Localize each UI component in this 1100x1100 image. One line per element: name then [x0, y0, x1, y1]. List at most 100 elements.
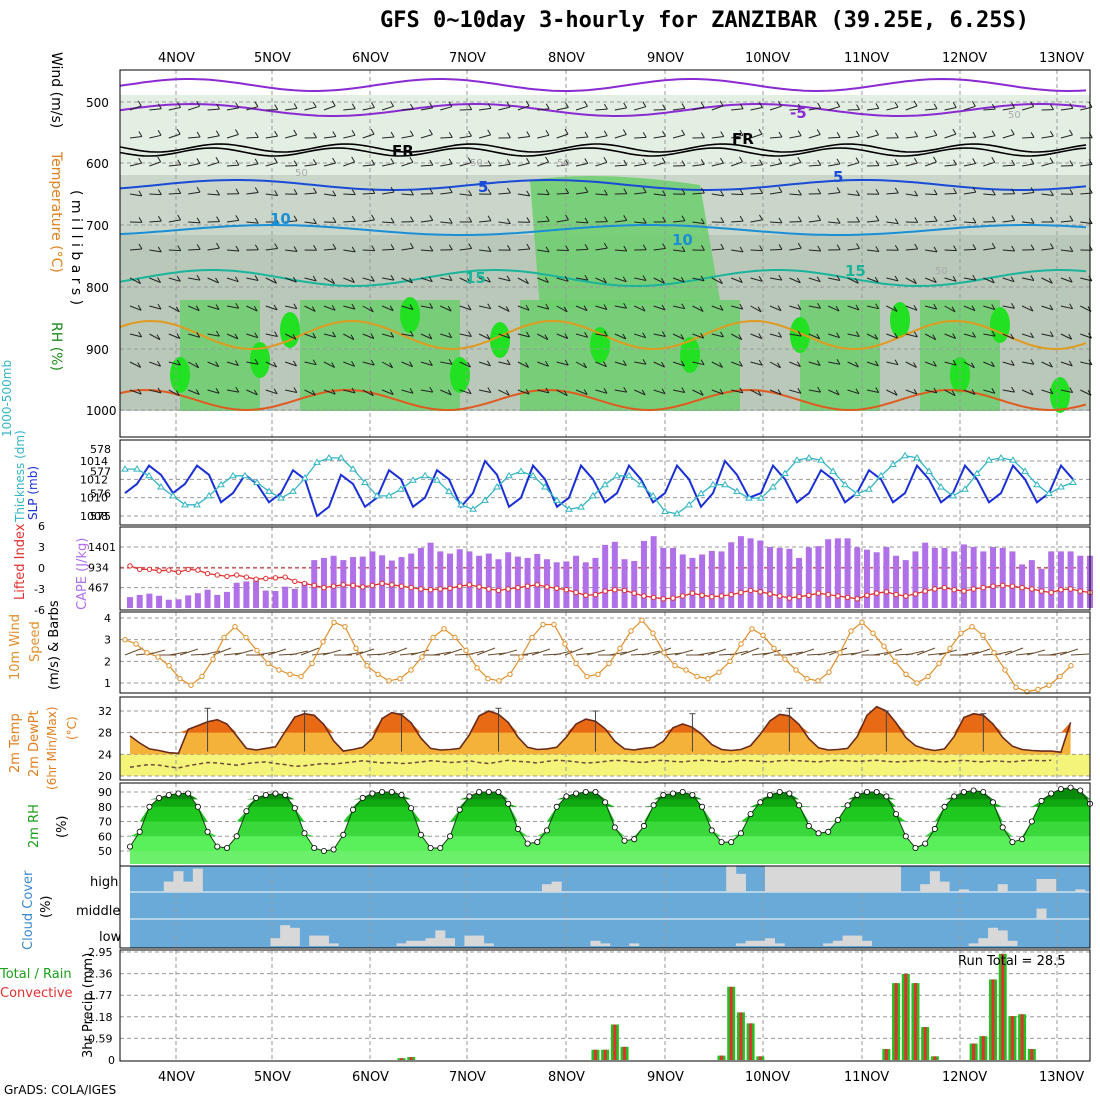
wind-barb: [808, 134, 821, 139]
thickness-point: [361, 478, 369, 485]
wind-barb: [634, 192, 647, 195]
wind-barb-flag: [933, 103, 938, 110]
wind-barb: [634, 361, 647, 365]
y-axis-label: 2m DewPt: [27, 710, 42, 777]
wind-barb: [343, 249, 356, 253]
wind-barb: [304, 361, 317, 366]
y-axis-label-units: ( m i l l i b a r s ): [68, 190, 84, 305]
li-point: [554, 585, 560, 591]
wind-barb-flag: [487, 188, 492, 195]
wind-barb: [382, 136, 395, 139]
wind-barb: [711, 136, 724, 139]
y-tick-label: -6: [34, 604, 45, 617]
wind-barb: [963, 105, 976, 111]
y-tick-label: 80: [98, 801, 112, 814]
y-axis-label: 10m Wind: [8, 614, 23, 680]
wind-barb-flag: [447, 389, 452, 396]
wind-barb-flag: [351, 303, 356, 310]
wind-barb-flag: [913, 388, 918, 395]
wind-barb-flag: [545, 387, 550, 394]
wind-barb-flag: [506, 218, 511, 224]
wind-barb-flag: [371, 159, 376, 166]
wind-barb: [498, 221, 511, 225]
wind-barb: [129, 389, 142, 395]
wind-barb-flag: [292, 334, 297, 340]
wind-barb-flag: [506, 275, 511, 282]
cape-bar: [747, 538, 754, 608]
x-tick-label-bottom: 9NOV: [647, 1070, 684, 1085]
wind-barb-flag: [1011, 303, 1015, 309]
cloud-row-label: high: [90, 875, 118, 890]
li-point: [786, 595, 793, 601]
wind-barb: [672, 305, 685, 310]
wind-barb: [905, 105, 918, 111]
wind-speed-point: [408, 667, 414, 673]
wind-barb: [1022, 136, 1035, 139]
cloud-bar-low: [823, 943, 834, 946]
wind-barb-flag: [836, 158, 841, 165]
wind-barb: [886, 106, 899, 111]
wind-barb: [556, 192, 569, 195]
thickness-point: [817, 456, 825, 463]
cape-bar: [611, 541, 618, 608]
wind-barb-flag: [874, 360, 879, 367]
wind-barb-flag: [680, 360, 685, 367]
wind-barb: [459, 389, 472, 395]
rh-point: [505, 800, 512, 807]
li-point: [437, 586, 443, 592]
wind-barb-flag: [796, 277, 801, 284]
wind-barb: [323, 162, 336, 167]
wind-barb: [769, 248, 783, 251]
wind-barb: [634, 163, 647, 167]
wind-barb-flag: [836, 275, 841, 281]
wind-barb: [750, 361, 763, 366]
wind-barb: [750, 305, 762, 313]
y-tick-label: 3: [38, 541, 45, 554]
cape-bar: [844, 538, 851, 608]
wind-barb: [556, 107, 569, 111]
rh-point: [514, 825, 521, 832]
cloud-bar-high: [735, 873, 746, 892]
wind-barb: [925, 108, 938, 111]
wind-barb: [963, 248, 976, 251]
wind-speed-point: [694, 673, 700, 680]
wind-barb-flag: [758, 214, 763, 221]
wind-barb-flag: [429, 102, 434, 109]
x-tick-label-top: 10NOV: [745, 51, 790, 66]
wind-barb: [575, 191, 588, 195]
cape-bar: [640, 540, 647, 608]
wind-barb: [634, 106, 646, 111]
wind-barb-flag: [603, 361, 607, 367]
wind-barb-flag: [990, 361, 995, 367]
wind-barb-flag: [739, 189, 744, 195]
wind-barb-flag: [990, 277, 995, 284]
wind-barb-flag: [507, 187, 511, 194]
wind-barb: [983, 193, 996, 196]
temp-line: [129, 705, 1072, 755]
wind-barb-flag: [817, 159, 822, 166]
wind-barb-flag: [448, 217, 453, 224]
cape-bar: [447, 553, 453, 608]
wind-barb-flag: [525, 278, 529, 284]
wind-barb-flag: [311, 306, 316, 312]
wind-barb-flag: [429, 188, 434, 195]
wind-barb-flag: [137, 305, 142, 311]
wind-barb: [517, 136, 530, 139]
wind-speed-point: [837, 650, 843, 656]
wind-barb-flag: [681, 215, 686, 222]
wind-barb: [1041, 135, 1054, 139]
cape-bar: [631, 560, 638, 608]
li-point: [447, 585, 453, 591]
contour-line-freezing: [119, 147, 1087, 157]
wind-barb-flag: [817, 215, 822, 221]
wind-speed-point: [683, 667, 689, 673]
wind-speed-point: [320, 639, 326, 645]
wind-barb: [498, 277, 511, 282]
thickness-point: [829, 467, 837, 474]
li-point: [1019, 584, 1025, 591]
y-axis-label: RH (%): [48, 322, 64, 371]
y-tick-label: 28: [98, 727, 112, 740]
wind-barb-flag: [952, 333, 957, 339]
wind-barb: [808, 107, 821, 111]
wind-barb: [692, 333, 704, 339]
